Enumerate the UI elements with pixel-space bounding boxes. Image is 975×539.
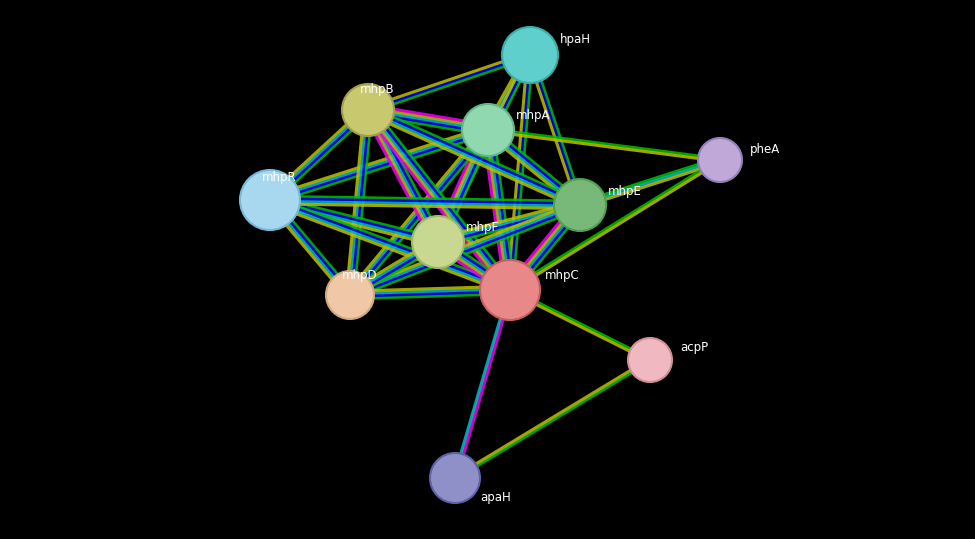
Circle shape (480, 260, 540, 320)
Text: mhpR: mhpR (262, 171, 296, 184)
Circle shape (326, 271, 374, 319)
Text: apaH: apaH (480, 492, 511, 505)
Circle shape (502, 27, 558, 83)
Text: mhpE: mhpE (608, 184, 642, 197)
Text: mhpC: mhpC (545, 270, 580, 282)
Circle shape (342, 84, 394, 136)
Text: hpaH: hpaH (560, 33, 591, 46)
Circle shape (698, 138, 742, 182)
Text: mhpB: mhpB (360, 84, 395, 96)
Text: acpP: acpP (680, 342, 708, 355)
Text: pheA: pheA (750, 143, 780, 156)
Text: mhpA: mhpA (516, 109, 551, 122)
Text: mhpF: mhpF (466, 222, 499, 234)
Circle shape (462, 104, 514, 156)
Circle shape (412, 216, 464, 268)
Circle shape (554, 179, 606, 231)
Text: mhpD: mhpD (342, 268, 377, 281)
Circle shape (240, 170, 300, 230)
Circle shape (628, 338, 672, 382)
Circle shape (430, 453, 480, 503)
